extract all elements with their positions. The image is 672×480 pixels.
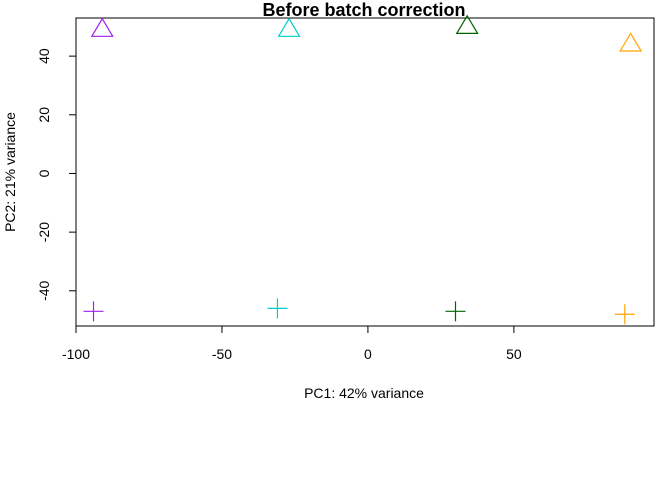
data-points bbox=[83, 14, 643, 325]
y-tick-label: 0 bbox=[36, 169, 52, 177]
y-axis: -40 -20 0 20 40 bbox=[36, 48, 77, 301]
y-tick-label: 40 bbox=[36, 48, 52, 64]
point-plus-4 bbox=[83, 301, 104, 322]
point-plus-6 bbox=[445, 301, 466, 322]
y-tick-label: -40 bbox=[36, 280, 52, 300]
point-triangle-0 bbox=[90, 17, 114, 37]
y-tick-label: -20 bbox=[36, 222, 52, 242]
y-axis-label: PC2: 21% variance bbox=[2, 112, 18, 232]
point-triangle-3 bbox=[619, 32, 643, 52]
point-plus-5 bbox=[267, 298, 288, 319]
x-axis: -100 -50 0 50 bbox=[62, 325, 522, 362]
x-axis-label: PC1: 42% variance bbox=[304, 385, 424, 401]
x-tick-label: 50 bbox=[506, 346, 522, 362]
y-tick-label: 20 bbox=[36, 107, 52, 123]
point-plus-7 bbox=[614, 304, 635, 325]
point-triangle-1 bbox=[277, 17, 301, 37]
point-triangle-2 bbox=[455, 14, 479, 35]
plot-frame bbox=[75, 17, 655, 327]
x-tick-label: -50 bbox=[212, 346, 232, 362]
x-tick-label: 0 bbox=[364, 346, 372, 362]
chart-title: Before batch correction bbox=[262, 0, 465, 20]
x-tick-label: -100 bbox=[62, 346, 90, 362]
